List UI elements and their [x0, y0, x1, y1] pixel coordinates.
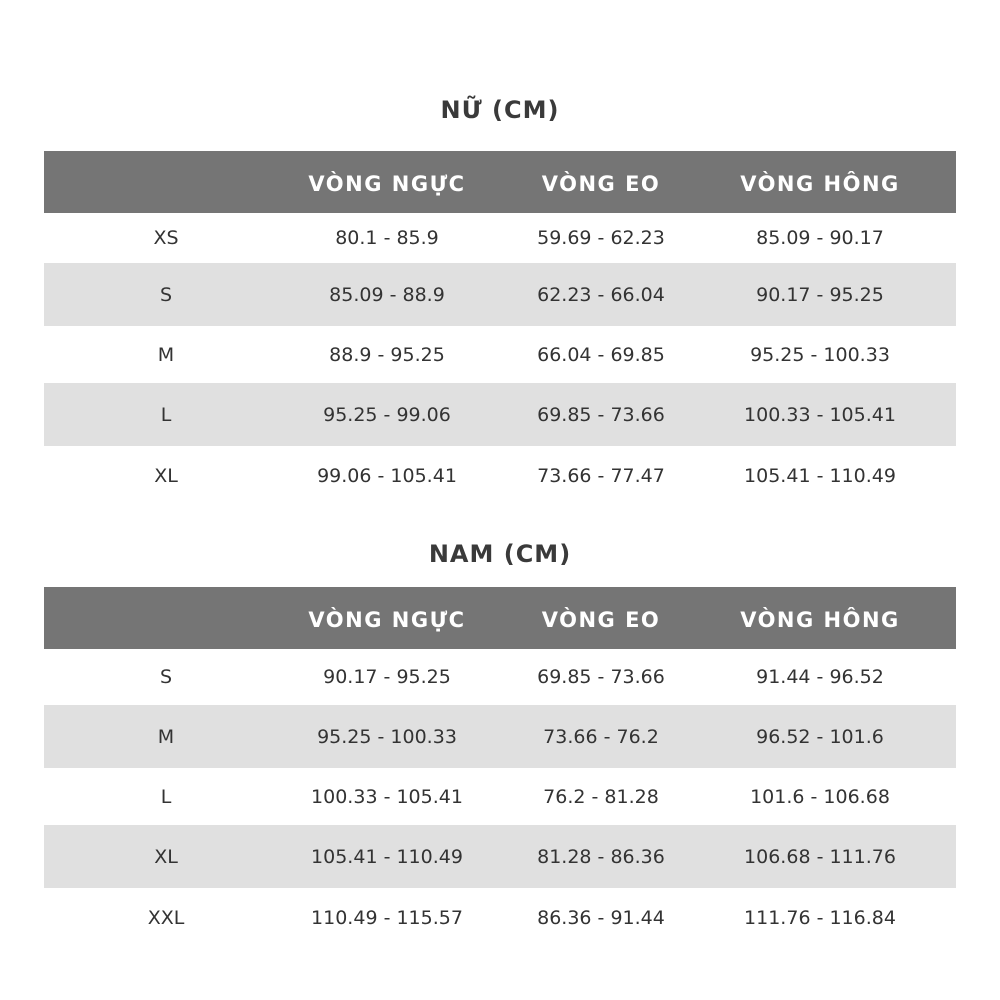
chest-cell: 105.41 - 110.49 [311, 845, 463, 868]
size-cell: M [157, 725, 175, 748]
header-waist: VÒNG EO [541, 608, 661, 632]
hip-cell: 101.6 - 106.68 [750, 785, 890, 808]
chest-cell: 80.1 - 85.9 [335, 227, 439, 249]
hip-cell: 106.68 - 111.76 [744, 845, 896, 868]
hip-cell: 90.17 - 95.25 [756, 283, 884, 306]
size-cell: S [159, 666, 173, 688]
hip-cell: 100.33 - 105.41 [744, 403, 896, 426]
waist-cell: 59.69 - 62.23 [537, 227, 665, 249]
table-header: VÒNG NGỰC VÒNG EO VÒNG HÔNG [44, 587, 956, 649]
header-hip: VÒNG HÔNG [740, 172, 900, 196]
hip-cell: 111.76 - 116.84 [744, 907, 896, 929]
hip-cell: 105.41 - 110.49 [744, 464, 896, 487]
waist-cell: 73.66 - 77.47 [537, 464, 665, 487]
header-waist: VÒNG EO [541, 172, 661, 196]
women-table-title: NỮ (CM) [440, 96, 560, 124]
hip-cell: 91.44 - 96.52 [756, 666, 884, 688]
waist-cell: 86.36 - 91.44 [537, 907, 665, 929]
chest-cell: 90.17 - 95.25 [323, 666, 451, 688]
chest-cell: 110.49 - 115.57 [311, 907, 463, 929]
table-row: S 85.09 - 88.9 62.23 - 66.04 90.17 - 95.25 [44, 263, 956, 326]
size-cell: XL [154, 845, 178, 868]
header-chest: VÒNG NGỰC [308, 608, 466, 632]
chest-cell: 99.06 - 105.41 [317, 464, 457, 487]
chest-cell: 95.25 - 99.06 [323, 403, 451, 426]
size-cell: S [159, 283, 173, 306]
size-cell: XL [154, 464, 178, 487]
waist-cell: 81.28 - 86.36 [537, 845, 665, 868]
chest-cell: 85.09 - 88.9 [329, 283, 445, 306]
waist-cell: 69.85 - 73.66 [537, 403, 665, 426]
size-cell: XS [153, 227, 179, 249]
size-cell: L [160, 785, 172, 808]
waist-cell: 73.66 - 76.2 [543, 725, 659, 748]
waist-cell: 69.85 - 73.66 [537, 666, 665, 688]
header-chest: VÒNG NGỰC [308, 172, 466, 196]
size-cell: XXL [147, 907, 185, 929]
table-row: XL 99.06 - 105.41 73.66 - 77.47 105.41 - 11… [44, 446, 956, 505]
hip-cell: 95.25 - 100.33 [750, 343, 890, 366]
header-hip: VÒNG HÔNG [740, 608, 900, 632]
table-header: VÒNG NGỰC VÒNG EO VÒNG HÔNG [44, 151, 956, 213]
table-row: M 95.25 - 100.33 73.66 - 76.2 96.52 - 101.6 [44, 705, 956, 768]
chest-cell: 88.9 - 95.25 [329, 343, 445, 366]
table-row: L 95.25 - 99.06 69.85 - 73.66 100.33 - 105.… [44, 383, 956, 446]
table-row: XS 80.1 - 85.9 59.69 - 62.23 85.09 - 90.17 [44, 213, 956, 263]
chest-cell: 100.33 - 105.41 [311, 785, 463, 808]
chest-cell: 95.25 - 100.33 [317, 725, 457, 748]
table-row: S 90.17 - 95.25 69.85 - 73.66 91.44 - 96.52 [44, 649, 956, 705]
table-row: XL 105.41 - 110.49 81.28 - 86.36 106.68 - 1… [44, 825, 956, 888]
table-row: M 88.9 - 95.25 66.04 - 69.85 95.25 - 100.33 [44, 326, 956, 383]
men-table-title: NAM (CM) [428, 540, 572, 568]
size-cell: L [160, 403, 172, 426]
size-cell: M [157, 343, 175, 366]
hip-cell: 96.52 - 101.6 [756, 725, 884, 748]
waist-cell: 66.04 - 69.85 [537, 343, 665, 366]
waist-cell: 62.23 - 66.04 [537, 283, 665, 306]
table-row: L 100.33 - 105.41 76.2 - 81.28 101.6 - 106.… [44, 768, 956, 825]
waist-cell: 76.2 - 81.28 [543, 785, 659, 808]
hip-cell: 85.09 - 90.17 [756, 227, 884, 249]
table-row: XXL 110.49 - 115.57 86.36 - 91.44 111.76 - … [44, 888, 956, 948]
